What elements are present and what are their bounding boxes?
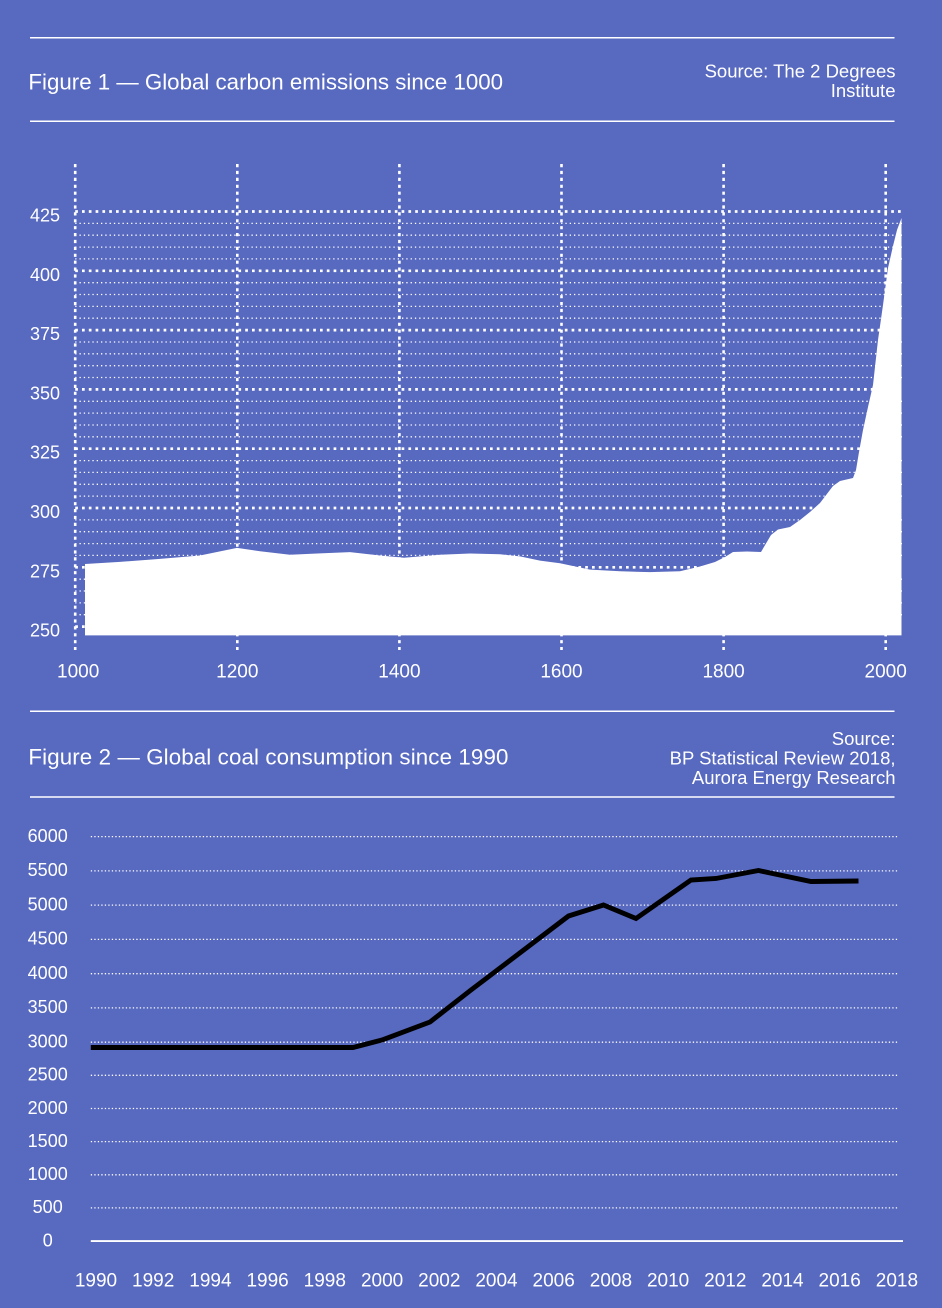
svg-text:BP Statistical Review 2018,: BP Statistical Review 2018, — [670, 747, 896, 768]
svg-text:2010: 2010 — [647, 1271, 689, 1292]
svg-text:400: 400 — [30, 265, 60, 285]
svg-text:250: 250 — [30, 621, 60, 641]
svg-text:2000: 2000 — [28, 1098, 68, 1118]
svg-text:Figure 1 — Global carbon emiss: Figure 1 — Global carbon emissions since… — [28, 70, 503, 95]
svg-text:2000: 2000 — [865, 662, 907, 683]
svg-text:Aurora Energy Research: Aurora Energy Research — [692, 767, 896, 788]
svg-text:4500: 4500 — [28, 929, 68, 949]
svg-text:6000: 6000 — [28, 826, 68, 846]
svg-text:2000: 2000 — [361, 1271, 403, 1292]
svg-text:3500: 3500 — [28, 997, 68, 1017]
svg-text:Source:: Source: — [832, 728, 896, 749]
svg-text:1000: 1000 — [57, 662, 99, 683]
svg-text:2016: 2016 — [819, 1271, 861, 1292]
svg-text:Figure 2 — Global coal consump: Figure 2 — Global coal consumption since… — [28, 745, 508, 770]
svg-text:375: 375 — [30, 324, 60, 344]
svg-text:2014: 2014 — [761, 1271, 804, 1292]
svg-text:350: 350 — [30, 383, 60, 403]
svg-text:4000: 4000 — [28, 963, 68, 983]
svg-text:3000: 3000 — [28, 1032, 68, 1052]
svg-text:5000: 5000 — [28, 894, 68, 914]
svg-text:500: 500 — [33, 1197, 63, 1217]
svg-text:2008: 2008 — [590, 1271, 632, 1292]
svg-text:Source: The 2 Degrees: Source: The 2 Degrees — [705, 61, 896, 82]
svg-text:1996: 1996 — [246, 1271, 288, 1292]
svg-text:1200: 1200 — [216, 662, 258, 683]
svg-text:1998: 1998 — [304, 1271, 346, 1292]
svg-text:2500: 2500 — [28, 1065, 68, 1085]
svg-text:2012: 2012 — [704, 1271, 746, 1292]
svg-text:1600: 1600 — [540, 662, 582, 683]
svg-text:1000: 1000 — [28, 1164, 68, 1184]
svg-text:2006: 2006 — [533, 1271, 575, 1292]
svg-text:425: 425 — [30, 206, 60, 226]
svg-text:325: 325 — [30, 443, 60, 463]
svg-text:Institute: Institute — [831, 80, 896, 101]
svg-text:1990: 1990 — [75, 1271, 117, 1292]
svg-text:2002: 2002 — [418, 1271, 460, 1292]
svg-text:300: 300 — [30, 502, 60, 522]
svg-text:275: 275 — [30, 561, 60, 581]
svg-text:5500: 5500 — [28, 860, 68, 880]
svg-text:1400: 1400 — [378, 662, 420, 683]
svg-text:1800: 1800 — [702, 662, 744, 683]
svg-text:2018: 2018 — [876, 1271, 918, 1292]
svg-text:0: 0 — [43, 1230, 53, 1250]
svg-text:2004: 2004 — [475, 1271, 518, 1292]
svg-text:1994: 1994 — [189, 1271, 232, 1292]
svg-text:1992: 1992 — [132, 1271, 174, 1292]
svg-text:1500: 1500 — [28, 1131, 68, 1151]
